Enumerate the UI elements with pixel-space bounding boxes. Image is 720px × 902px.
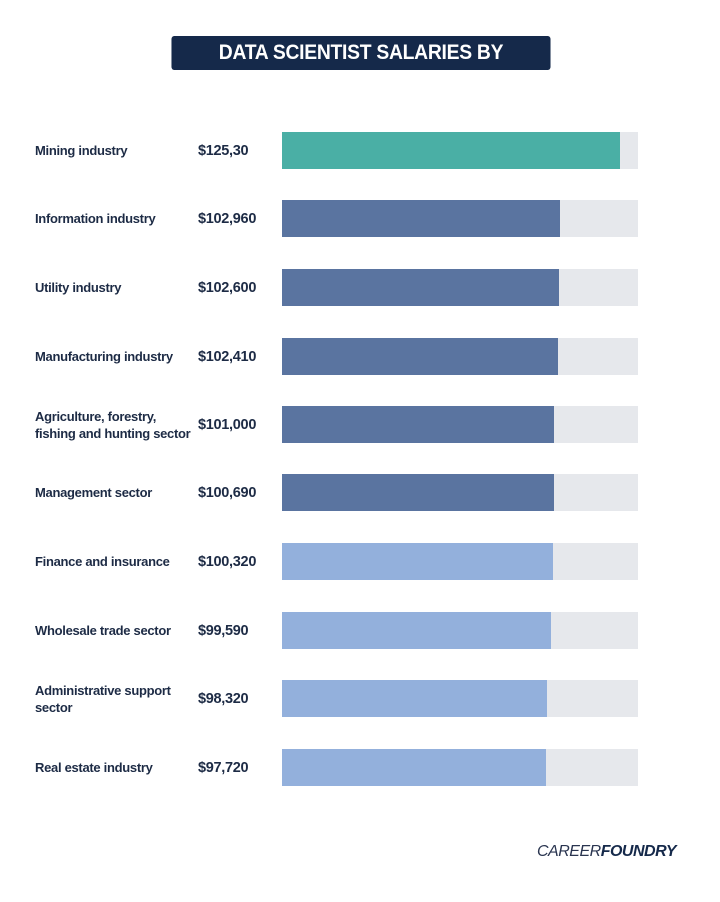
- bar-track: [282, 200, 638, 237]
- bar-track: [282, 132, 638, 169]
- logo-part-career: CAREER: [537, 843, 601, 860]
- value-label: $100,320: [198, 553, 257, 570]
- bar-track: [282, 406, 638, 443]
- value-label: $99,590: [198, 622, 249, 639]
- careerfoundry-logo: CAREERFOUNDRY: [537, 843, 677, 861]
- bar: [282, 338, 559, 375]
- bar-row: Wholesale trade sector $99,590: [0, 612, 720, 649]
- category-label: Finance and insurance: [35, 554, 170, 569]
- category-label: Management sector: [35, 485, 152, 500]
- bar: [282, 200, 560, 237]
- category-label: Agriculture, forestry, fishing and hunti…: [35, 408, 191, 441]
- bar-track: [282, 543, 638, 580]
- value-label: $97,720: [198, 759, 249, 776]
- value-label: $100,690: [198, 484, 257, 501]
- bar-row: Utility industry $102,600: [0, 269, 720, 306]
- bar-track: [282, 269, 638, 306]
- category-label: Mining industry: [35, 143, 128, 158]
- category-label: Real estate industry: [35, 760, 153, 775]
- bar-track: [282, 338, 638, 375]
- value-label: $102,410: [198, 348, 257, 365]
- value-label: $101,000: [198, 416, 257, 433]
- chart-title: DATA SCIENTIST SALARIES BY INDUSTRY: [171, 36, 551, 98]
- value-label: $102,600: [198, 279, 257, 296]
- bar-track: [282, 680, 638, 717]
- value-label: $125,30: [198, 142, 249, 159]
- bar-row: Management sector $100,690: [0, 474, 720, 511]
- category-label: Information industry: [35, 211, 156, 226]
- bar: [282, 612, 551, 649]
- value-label: $102,960: [198, 210, 257, 227]
- category-label: Wholesale trade sector: [35, 623, 171, 638]
- bar: [282, 406, 555, 443]
- category-label: Manufacturing industry: [35, 349, 173, 364]
- bar-row: Administrative support sector $98,320: [0, 680, 720, 717]
- value-label: $98,320: [198, 690, 249, 707]
- bar-row: Agriculture, forestry, fishing and hunti…: [0, 406, 720, 443]
- bar-row: Information industry $102,960: [0, 200, 720, 237]
- bar: [282, 543, 553, 580]
- bar: [282, 474, 554, 511]
- bar: [282, 749, 546, 786]
- bar-track: [282, 749, 638, 786]
- bar-track: [282, 474, 638, 511]
- bar-row: Mining industry $125,30: [0, 132, 720, 169]
- bar-row: Finance and insurance $100,320: [0, 543, 720, 580]
- bar-track: [282, 612, 638, 649]
- category-label: Utility industry: [35, 280, 122, 295]
- logo-part-foundry: FOUNDRY: [600, 843, 677, 860]
- category-label: Administrative support sector: [35, 682, 171, 715]
- bar-row: Manufacturing industry $102,410: [0, 338, 720, 375]
- bar-row: Real estate industry $97,720: [0, 749, 720, 786]
- bar: [282, 680, 548, 717]
- bar: [282, 269, 559, 306]
- bar: [282, 132, 620, 169]
